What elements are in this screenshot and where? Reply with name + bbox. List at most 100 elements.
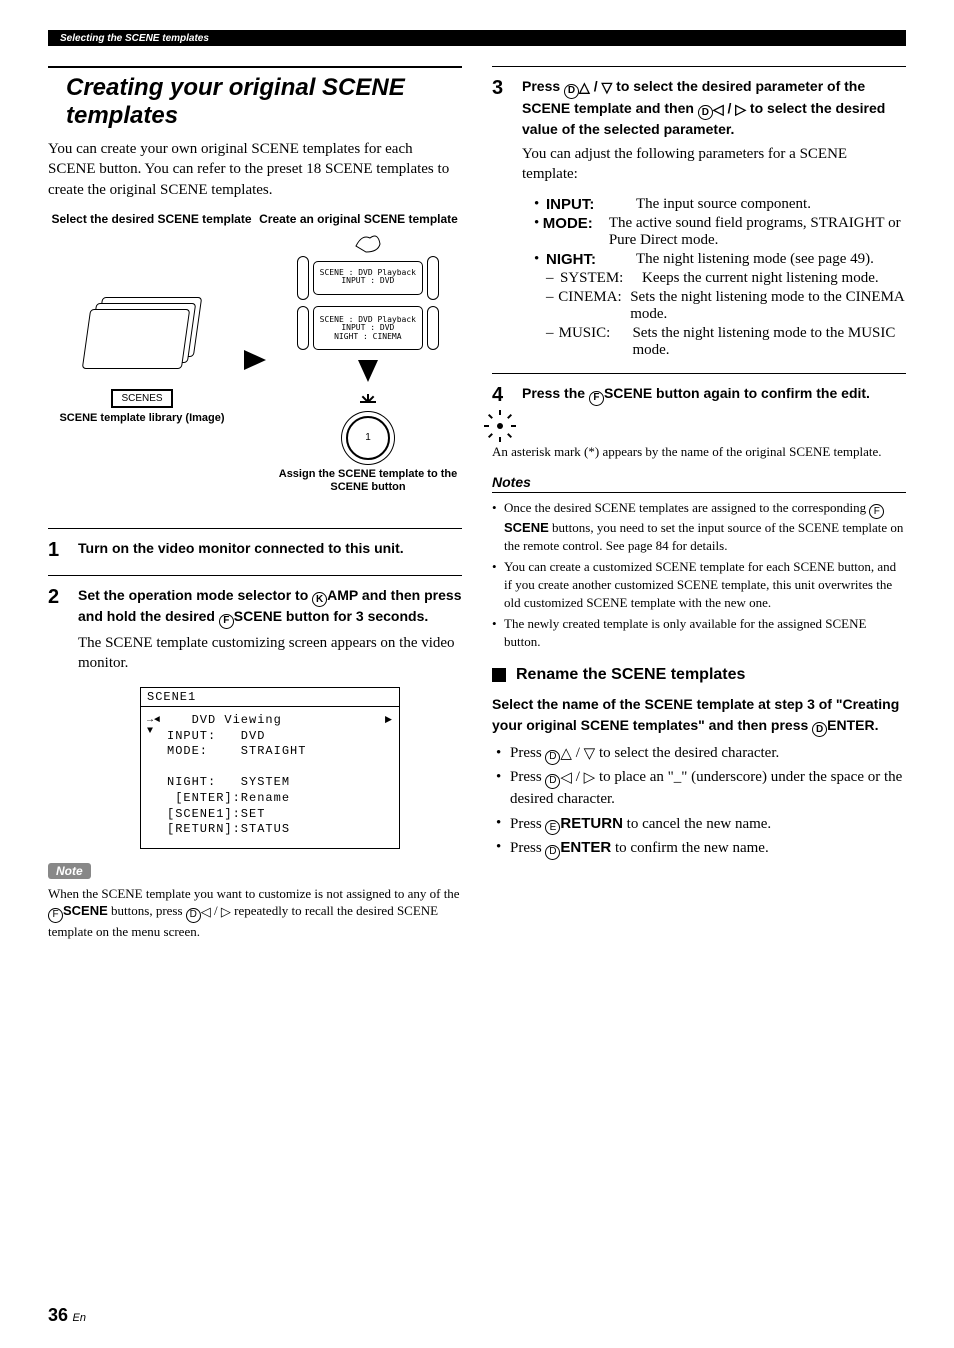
- rb2p1: Press: [510, 769, 545, 785]
- section-title: Creating your original SCENE templates: [48, 66, 462, 129]
- note-1-text: When the SCENE template you want to cust…: [48, 885, 462, 940]
- f-circle-icon-notes: F: [869, 504, 884, 519]
- page-number: 36: [48, 1305, 68, 1325]
- d-circle-icon-s3a: D: [564, 84, 579, 99]
- f-circle-icon-note: F: [48, 908, 63, 923]
- step-3-number: 3: [492, 77, 522, 361]
- left-triangle-icon: ◁: [201, 903, 211, 921]
- sub-system-desc: Keeps the current night listening mode.: [642, 270, 879, 287]
- n1-p1: When the SCENE template you want to cust…: [48, 886, 460, 901]
- ri-p2: .: [875, 717, 879, 733]
- sub-music-row: – MUSIC: Sets the night listening mode t…: [546, 325, 906, 359]
- diagram-label-right: Create an original SCENE template: [255, 212, 462, 226]
- d-circle-icon-rename: D: [812, 722, 827, 737]
- param-input-row: • INPUT: The input source component.: [534, 196, 906, 213]
- sub-cinema-row: – CINEMA: Sets the night listening mode …: [546, 289, 906, 323]
- rename-bullet-4: Press DENTER to confirm the new name.: [492, 837, 906, 860]
- scene-word: SCENE: [234, 608, 282, 624]
- s4-scene: SCENE: [604, 385, 652, 401]
- step-3: 3 Press D△ / ▽ to select the desired par…: [492, 66, 906, 361]
- step-2-body: The SCENE template customizing screen ap…: [78, 633, 462, 674]
- ri-enter: ENTER: [827, 717, 874, 733]
- down-triangle-icon: ▽: [602, 78, 613, 98]
- n1f: F: [874, 505, 880, 519]
- d-circle-icon-rb4: D: [545, 845, 560, 860]
- step-1-heading: Turn on the video monitor connected to t…: [78, 539, 462, 559]
- rename-bullet-1: Press D△ / ▽ to select the desired chara…: [492, 743, 906, 765]
- s4-hp1: Press the: [522, 385, 589, 401]
- left-column: Creating your original SCENE templates Y…: [48, 66, 462, 940]
- arrow-right-icon: [244, 350, 266, 370]
- scene-button-number: 1: [365, 432, 371, 443]
- page-lang: En: [72, 1312, 85, 1324]
- d-circle-icon-rb2: D: [545, 774, 560, 789]
- sub-system-label: SYSTEM:: [560, 270, 642, 287]
- k-circle-icon: K: [312, 592, 327, 607]
- rb3p2: to cancel the new name.: [623, 816, 771, 832]
- notes-item-1: Once the desired SCENE templates are ass…: [492, 499, 906, 554]
- rename-bullet-2: Press D◁ / ▷ to place an "_" (underscore…: [492, 767, 906, 811]
- rb3e: E: [550, 821, 557, 836]
- left-triangle-icon-rb2: ◁: [560, 767, 572, 789]
- rb3return: RETURN: [560, 815, 623, 832]
- monitor-right-arrow-icon: ►: [385, 713, 393, 729]
- rename-bullet-3: Press ERETURN to cancel the new name.: [492, 813, 906, 836]
- param-input-desc: The input source component.: [636, 196, 811, 213]
- monitor-screenshot: SCENE1 →◄▼ DVD Viewing► INPUT: DVD MODE:…: [140, 687, 400, 849]
- scroll2-line3: NIGHT : CINEMA: [320, 332, 416, 340]
- sub-system-row: – SYSTEM: Keeps the current night listen…: [546, 270, 906, 287]
- mon-l3: MODE: STRAIGHT: [167, 744, 306, 758]
- s2-hp3: button for 3 seconds.: [282, 608, 428, 624]
- s3-dletter2: D: [702, 106, 709, 120]
- burst-icon: [353, 392, 383, 412]
- right-triangle-icon-rb2: ▷: [584, 767, 596, 789]
- scenes-box-label: SCENES: [111, 389, 172, 408]
- mon-l5: NIGHT: SYSTEM: [167, 775, 290, 789]
- sub-cinema-desc: Sets the night listening mode to the CIN…: [630, 289, 906, 323]
- scene-button-illustration: 1: [346, 416, 390, 460]
- step-4-number: 4: [492, 384, 522, 410]
- rb1p2: to select the desired character.: [595, 745, 779, 761]
- mon-l2: INPUT: DVD: [167, 729, 265, 743]
- diagram-area: SCENES SCENE template library (Image) SC…: [48, 226, 462, 516]
- tab-label: Selecting the SCENE templates: [48, 33, 209, 44]
- rename-section-title: Rename the SCENE templates: [516, 666, 745, 684]
- up-triangle-icon: △: [579, 78, 590, 98]
- note-1-block: Note When the SCENE template you want to…: [48, 849, 462, 940]
- up-triangle-icon-rb1: △: [560, 743, 572, 765]
- d-circle-icon-note: D: [186, 908, 201, 923]
- rb4p2: to confirm the new name.: [611, 840, 768, 856]
- n1-scene: SCENE: [63, 903, 108, 918]
- n1-d: D: [190, 908, 197, 922]
- amp-word: AMP: [327, 587, 358, 603]
- hand-icon: [348, 226, 388, 256]
- rb2d: D: [549, 774, 556, 789]
- page-footer: 36 En: [48, 1305, 86, 1326]
- step-3-heading: Press D△ / ▽ to select the desired param…: [522, 77, 906, 140]
- d-circle-icon-s3b: D: [698, 105, 713, 120]
- step-2-number: 2: [48, 586, 78, 849]
- f-letter: F: [223, 614, 229, 628]
- note-1-label: Note: [48, 863, 91, 879]
- down-triangle-icon-rb1: ▽: [584, 743, 596, 765]
- step-1-number: 1: [48, 539, 78, 563]
- hint-sun-icon: [492, 418, 508, 434]
- rb1p1: Press: [510, 745, 545, 761]
- rb1d: D: [549, 750, 556, 765]
- scene-library-illustration: SCENES SCENE template library (Image): [48, 295, 236, 425]
- sub-music-label: MUSIC:: [559, 325, 633, 359]
- page-columns: Creating your original SCENE templates Y…: [48, 66, 906, 940]
- right-column: 3 Press D△ / ▽ to select the desired par…: [492, 66, 906, 940]
- step-1: 1 Turn on the video monitor connected to…: [48, 528, 462, 563]
- mon-l7: [SCENE1]:SET: [167, 807, 265, 821]
- s4-hp2: button again to confirm the edit.: [652, 385, 870, 401]
- right-triangle-icon-s3: ▷: [735, 100, 746, 120]
- ri-d: D: [816, 723, 823, 738]
- f-circle-icon-s4: F: [589, 391, 604, 406]
- assign-caption: Assign the SCENE template to the SCENE b…: [274, 468, 462, 494]
- hint-text: An asterisk mark (*) appears by the name…: [492, 443, 906, 461]
- param-mode-row: • MODE: The active sound field programs,…: [534, 215, 906, 249]
- step-4-heading: Press the FSCENE button again to confirm…: [522, 384, 906, 406]
- step-2-heading: Set the operation mode selector to KAMP …: [78, 586, 462, 629]
- s3-hp1: Press: [522, 78, 564, 94]
